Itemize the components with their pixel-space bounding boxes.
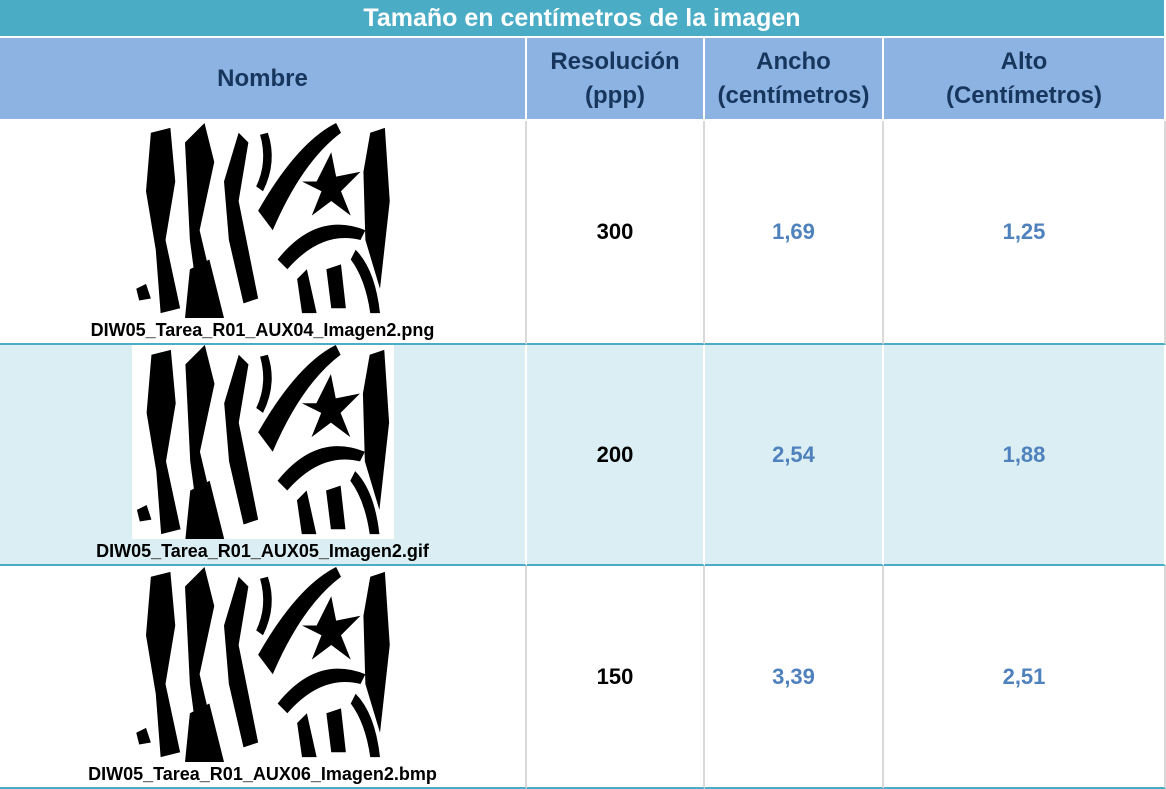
value-cell: 3,39	[705, 566, 884, 789]
value-cell: 1,88	[884, 345, 1166, 566]
file-name: DIW05_Tarea_R01_AUX06_Imagen2.bmp	[88, 764, 437, 784]
file-name: DIW05_Tarea_R01_AUX05_Imagen2.gif	[96, 541, 429, 561]
value-cell: 2,51	[884, 566, 1166, 789]
value-cell: 150	[527, 566, 705, 789]
file-cell: DIW05_Tarea_R01_AUX04_Imagen2.png	[0, 121, 527, 345]
thumbnail	[129, 123, 397, 318]
thumbnail	[129, 345, 397, 539]
file-cell: DIW05_Tarea_R01_AUX05_Imagen2.gif	[0, 345, 527, 566]
header-cell: Resolución (ppp)	[527, 38, 705, 121]
file-cell: DIW05_Tarea_R01_AUX06_Imagen2.bmp	[0, 566, 527, 789]
header-cell: Alto (Centímetros)	[884, 38, 1166, 121]
value-cell: 1,69	[705, 121, 884, 345]
value-cell: 300	[527, 121, 705, 345]
header-cell: Ancho (centímetros)	[705, 38, 884, 121]
value-cell: 200	[527, 345, 705, 566]
header-cell: Nombre	[0, 38, 527, 121]
table-title: Tamaño en centímetros de la imagen	[0, 0, 1166, 38]
thumbnail	[129, 567, 397, 762]
file-name: DIW05_Tarea_R01_AUX04_Imagen2.png	[90, 320, 435, 340]
value-cell: 2,54	[705, 345, 884, 566]
value-cell: 1,25	[884, 121, 1166, 345]
